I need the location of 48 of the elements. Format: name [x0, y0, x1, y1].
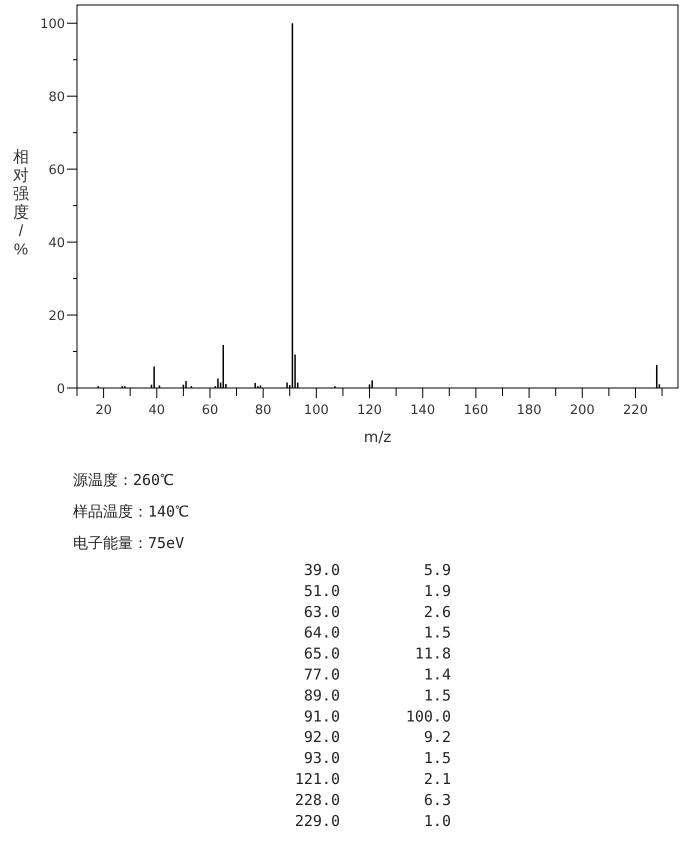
text: 91.0 — [304, 707, 340, 726]
x-axis-title: m/z — [364, 428, 392, 446]
y-axis-title: 相对强度/% — [13, 148, 29, 258]
x-tick-label: 220 — [623, 403, 648, 418]
text: 93.0 — [304, 749, 340, 768]
text: 1.5 — [424, 686, 451, 704]
y-tick-label: 80 — [48, 90, 65, 106]
y-tick-label: 40 — [48, 236, 65, 252]
text: 77.0 — [304, 666, 340, 684]
text: 65.0 — [304, 644, 340, 663]
x-tick-label: 20 — [95, 403, 112, 418]
y-tick-label: 60 — [48, 163, 65, 178]
text: 100.0 — [406, 707, 451, 726]
x-tick-label: 120 — [357, 403, 382, 418]
text: 5.9 — [424, 561, 451, 579]
x-tick-label: 60 — [202, 403, 218, 418]
text: 228.0 — [294, 790, 340, 809]
text: 64.0 — [304, 624, 340, 642]
text: 2.6 — [424, 602, 451, 621]
x-tick-label: 40 — [148, 403, 166, 418]
text: 92.0 — [304, 728, 340, 746]
y-tick-label: 0 — [56, 382, 65, 397]
text: 1.5 — [424, 624, 451, 642]
y-tick-label: 100 — [40, 17, 65, 32]
text: 源温度：260℃ — [73, 471, 174, 489]
text: 1.5 — [424, 749, 451, 768]
text: 9.2 — [424, 728, 451, 746]
y-tick-label: 20 — [48, 309, 65, 324]
text: 63.0 — [304, 602, 340, 621]
x-tick-label: 140 — [410, 403, 436, 418]
text: 1.0 — [424, 812, 451, 830]
text: 11.8 — [414, 644, 451, 663]
x-tick-label: 80 — [254, 403, 272, 418]
text: 89.0 — [304, 686, 340, 704]
text: 6.3 — [424, 790, 451, 809]
text: 1.9 — [424, 582, 451, 600]
x-tick-label: 160 — [463, 403, 488, 418]
x-tick-label: 100 — [304, 403, 329, 418]
text: 1.4 — [424, 666, 451, 684]
text: 2.1 — [424, 770, 451, 788]
text: 样品温度：140℃ — [73, 502, 190, 520]
text: 51.0 — [304, 582, 340, 600]
x-tick-label: 180 — [516, 403, 542, 418]
text: 电子能量：75eV — [73, 534, 184, 552]
x-tick-label: 200 — [570, 403, 595, 418]
text: 39.0 — [304, 561, 340, 579]
text: 121.0 — [294, 770, 340, 788]
text: 229.0 — [294, 812, 340, 830]
